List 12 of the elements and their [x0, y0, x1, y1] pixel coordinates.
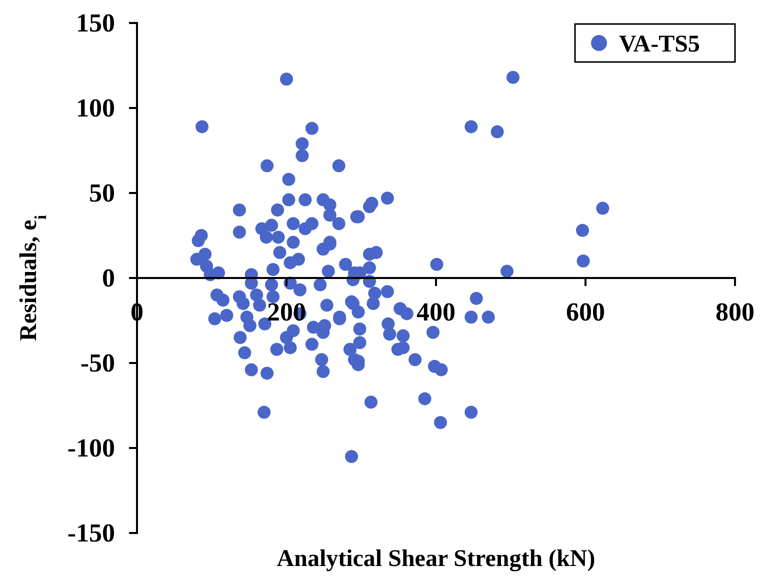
legend-label: VA-TS5	[619, 31, 700, 58]
y-tick-label: -50	[80, 348, 115, 378]
y-tick-label: 150	[76, 8, 115, 38]
y-tick-label: 0	[102, 263, 115, 292]
x-tick-label: 600	[566, 297, 605, 326]
y-tick-label: 50	[89, 178, 115, 208]
y-tick-label: -100	[67, 433, 115, 462]
x-tick-label: 800	[716, 297, 754, 326]
x-tick-label: 400	[416, 297, 456, 326]
y-tick-label: 100	[76, 93, 115, 122]
x-axis-title: Analytical Shear Strength (kN)	[276, 546, 596, 572]
y-tick-label: -150	[67, 518, 115, 548]
